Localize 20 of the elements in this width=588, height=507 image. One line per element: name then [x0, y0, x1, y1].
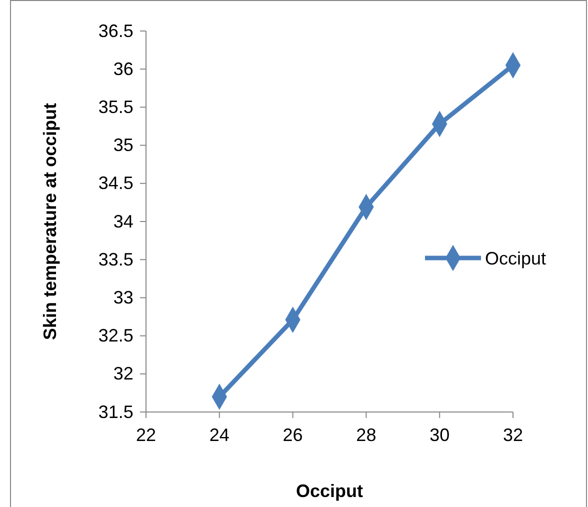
x-tick-label: 32	[502, 424, 524, 445]
legend-label: Occiput	[485, 248, 546, 268]
y-tick-label: 32	[113, 364, 134, 384]
y-tick-label: 31.5	[98, 402, 134, 422]
y-tick-label: 34.5	[98, 173, 134, 194]
y-tick-label: 33	[113, 287, 134, 308]
x-axis-title: Occiput	[296, 481, 364, 501]
y-tick-label: 34	[113, 211, 134, 232]
y-tick-label: 36.5	[98, 20, 134, 41]
x-tick-label: 28	[356, 424, 376, 445]
y-tick-label: 35	[113, 135, 134, 156]
x-tick-label: 26	[282, 424, 303, 445]
x-tick-label: 30	[430, 424, 450, 445]
y-axis-title: Skin temperature at occiput	[40, 102, 60, 340]
y-tick-label: 35.5	[98, 96, 134, 117]
y-tick-label: 33.5	[98, 249, 134, 270]
y-tick-label: 36	[113, 58, 134, 79]
x-tick-label: 22	[136, 424, 156, 445]
y-tick-label: 32.5	[98, 326, 134, 346]
x-tick-label: 24	[209, 424, 230, 445]
